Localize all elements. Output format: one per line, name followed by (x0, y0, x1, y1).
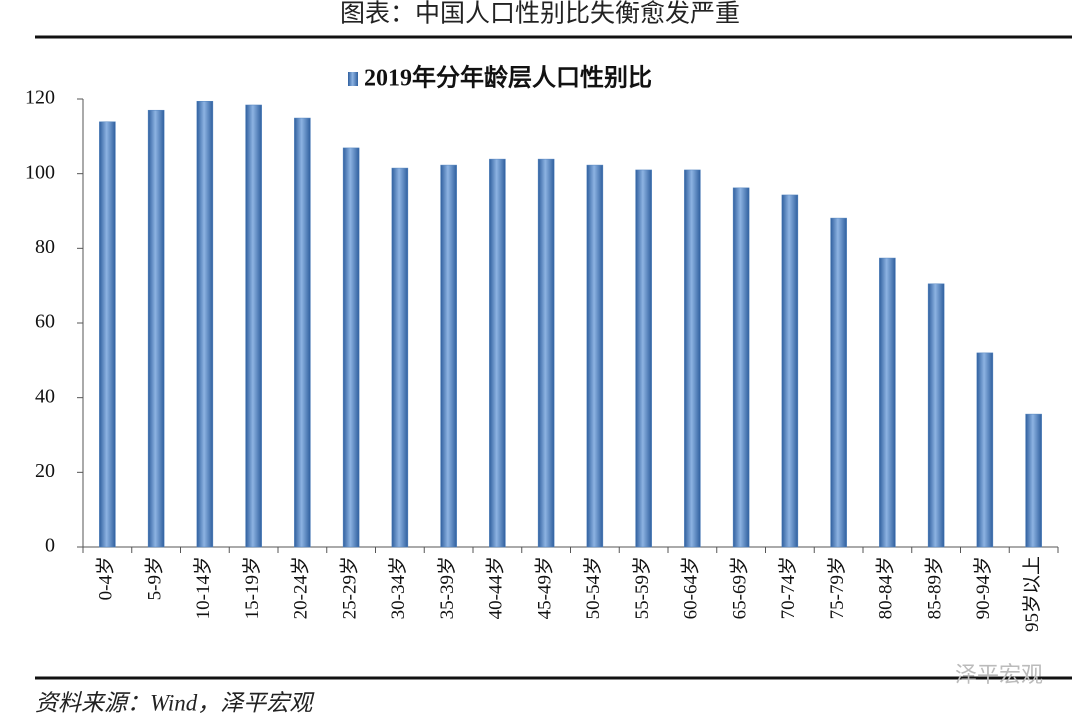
x-tick-label: 60-64岁 (680, 556, 702, 619)
bar (635, 169, 652, 548)
y-tick-label: 40 (35, 385, 55, 407)
bar (294, 117, 311, 548)
x-tick-label: 50-54岁 (582, 556, 604, 619)
x-tick-label: 5-9岁 (143, 556, 165, 600)
x-tick-label: 80-84岁 (875, 556, 897, 619)
x-tick-label: 85-89岁 (923, 556, 945, 619)
bar (684, 169, 701, 548)
y-tick-label: 80 (35, 236, 55, 258)
bar (440, 164, 457, 548)
x-tick-label: 40-44岁 (485, 556, 507, 619)
x-tick-label: 45-49岁 (533, 556, 555, 619)
bar (586, 164, 604, 548)
bar (537, 158, 555, 548)
x-tick-label: 10-14岁 (192, 556, 214, 619)
x-tick-label: 35-39岁 (436, 556, 458, 619)
x-tick-label: 15-19岁 (241, 556, 263, 619)
x-tick-label: 75-79岁 (826, 556, 848, 619)
bar (976, 352, 994, 548)
bar (147, 109, 165, 548)
bar (927, 283, 945, 548)
y-tick-label: 20 (35, 460, 55, 482)
x-tick-label: 70-74岁 (777, 556, 799, 619)
legend-label: 2019年分年龄层人口性别比 (364, 64, 652, 92)
bar (489, 158, 506, 548)
bar (196, 100, 214, 548)
bar (391, 167, 409, 548)
y-tick-label: 100 (25, 161, 55, 183)
x-tick-label: 20-24岁 (290, 556, 312, 619)
bar (879, 257, 896, 548)
x-tick-label: 25-29岁 (338, 556, 360, 619)
x-tick-label: 30-34岁 (387, 556, 409, 619)
y-tick-label: 0 (45, 535, 55, 557)
bar (1025, 413, 1042, 548)
x-tick-label: 65-69岁 (728, 556, 750, 619)
header-title: 图表：中国人口性别比失衡愈发严重 (340, 0, 740, 28)
y-tick-label: 120 (25, 87, 55, 109)
bar (245, 104, 262, 548)
bar (342, 147, 360, 548)
bar (830, 217, 847, 548)
x-tick-label: 0-4岁 (95, 556, 117, 600)
x-tick-label: 90-94岁 (972, 556, 994, 619)
watermark: 泽平宏观 (955, 663, 1043, 688)
y-tick-label: 60 (35, 311, 55, 333)
x-tick-label: 55-59岁 (631, 556, 653, 619)
bar (99, 121, 116, 548)
legend-swatch (348, 72, 358, 86)
bar (781, 194, 799, 548)
x-tick-label: 95岁以上 (1021, 556, 1043, 632)
source-note: 资料来源：Wind，泽平宏观 (35, 690, 315, 715)
bar (732, 187, 750, 548)
